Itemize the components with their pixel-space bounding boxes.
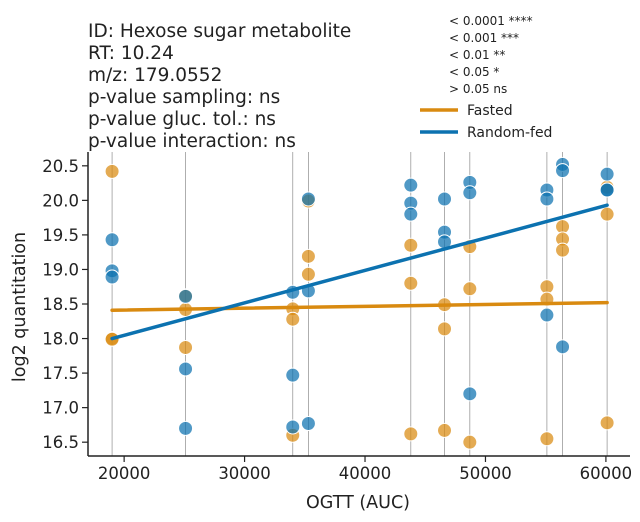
sig-key-line: < 0.01 ** bbox=[449, 48, 505, 62]
point-fasted bbox=[300, 266, 316, 282]
point-fasted bbox=[555, 242, 571, 258]
point-fasted bbox=[178, 340, 194, 356]
y-tick-label: 18.0 bbox=[42, 330, 79, 349]
point-fasted bbox=[403, 275, 419, 291]
point-fasted bbox=[104, 163, 120, 179]
trend-line-fasted bbox=[110, 300, 609, 312]
point-fasted bbox=[403, 237, 419, 253]
point-random-fed bbox=[437, 191, 453, 207]
point-fasted bbox=[462, 434, 478, 450]
y-axis-label: log2 quantitation bbox=[10, 232, 30, 382]
info-p-sampling: p-value sampling: ns bbox=[88, 87, 280, 108]
legend: Fasted Random-fed bbox=[420, 103, 552, 141]
significance-key: < 0.0001 **** < 0.001 *** < 0.01 ** < 0.… bbox=[449, 14, 533, 96]
y-tick-label: 20.5 bbox=[42, 157, 79, 176]
point-fasted bbox=[599, 415, 615, 431]
y-tick-label: 20.0 bbox=[42, 191, 79, 210]
info-p-interaction: p-value interaction: ns bbox=[88, 131, 296, 152]
point-random-fed bbox=[104, 232, 120, 248]
point-random-fed bbox=[300, 416, 316, 432]
point-fasted bbox=[437, 422, 453, 438]
x-axis-label: OGTT (AUC) bbox=[306, 493, 410, 513]
point-random-fed bbox=[539, 307, 555, 323]
point-fasted bbox=[403, 426, 419, 442]
point-random-fed bbox=[599, 166, 615, 182]
sig-key-line: > 0.05 ns bbox=[449, 82, 507, 96]
point-random-fed bbox=[178, 420, 194, 436]
point-random-fed bbox=[178, 288, 194, 304]
point-fasted bbox=[539, 431, 555, 447]
point-random-fed bbox=[403, 206, 419, 222]
sig-key-line: < 0.0001 **** bbox=[449, 14, 533, 28]
trend-line-random-fed bbox=[110, 203, 609, 341]
point-random-fed bbox=[300, 191, 316, 207]
x-tick-label: 40000 bbox=[339, 464, 392, 483]
x-tick-label: 30000 bbox=[218, 464, 271, 483]
point-random-fed bbox=[285, 419, 301, 435]
info-mz: m/z: 179.0552 bbox=[88, 65, 222, 86]
trend-lines bbox=[110, 203, 609, 341]
point-random-fed bbox=[462, 386, 478, 402]
y-tick-label: 19.0 bbox=[42, 260, 79, 279]
y-axis-ticks: 16.5 17.0 17.5 18.0 18.5 19.0 19.5 20.0 20.5 bbox=[42, 157, 88, 452]
x-tick-label: 20000 bbox=[98, 464, 151, 483]
sig-key-line: < 0.05 * bbox=[449, 65, 499, 79]
y-tick-label: 17.0 bbox=[42, 399, 79, 418]
sig-key-line: < 0.001 *** bbox=[449, 31, 519, 45]
info-p-gluc-tol: p-value gluc. tol.: ns bbox=[88, 109, 276, 130]
point-random-fed bbox=[285, 367, 301, 383]
point-random-fed bbox=[462, 185, 478, 201]
point-fasted bbox=[437, 321, 453, 337]
point-random-fed bbox=[104, 269, 120, 285]
point-random-fed bbox=[599, 182, 615, 198]
y-tick-label: 16.5 bbox=[42, 433, 79, 452]
point-random-fed bbox=[539, 191, 555, 207]
point-fasted bbox=[599, 206, 615, 222]
x-axis-ticks: 20000 30000 40000 50000 60000 bbox=[98, 456, 632, 483]
y-tick-label: 17.5 bbox=[42, 364, 79, 383]
point-random-fed bbox=[178, 361, 194, 377]
y-tick-label: 18.5 bbox=[42, 295, 79, 314]
point-fasted bbox=[285, 311, 301, 327]
info-id: ID: Hexose sugar metabolite bbox=[88, 21, 351, 42]
y-tick-label: 19.5 bbox=[42, 226, 79, 245]
x-tick-label: 60000 bbox=[580, 464, 633, 483]
point-fasted bbox=[300, 248, 316, 264]
legend-label-random-fed: Random-fed bbox=[467, 125, 552, 141]
point-random-fed bbox=[403, 177, 419, 193]
info-rt: RT: 10.24 bbox=[88, 43, 174, 64]
scatter-points bbox=[104, 156, 615, 450]
info-block: ID: Hexose sugar metabolite RT: 10.24 m/… bbox=[88, 21, 351, 152]
point-random-fed bbox=[555, 339, 571, 355]
point-fasted bbox=[539, 279, 555, 295]
point-fasted bbox=[555, 219, 571, 235]
legend-label-fasted: Fasted bbox=[467, 103, 513, 119]
x-tick-label: 50000 bbox=[459, 464, 512, 483]
point-random-fed bbox=[555, 163, 571, 179]
point-fasted bbox=[462, 281, 478, 297]
